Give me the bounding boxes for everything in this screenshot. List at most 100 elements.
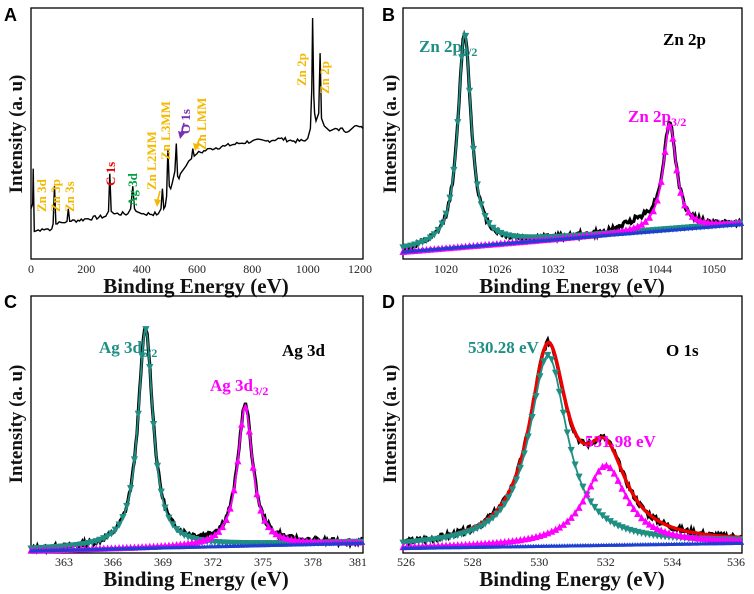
panel-d-peak2-marker <box>555 523 564 531</box>
panel-a-letter: A <box>4 5 17 25</box>
panel-d-peak1-marker <box>548 356 556 364</box>
panel-c-peak2-marker <box>218 522 227 531</box>
annot-zn-3p: Zn 3p <box>48 179 63 212</box>
panel-d-peak2-marker <box>567 513 575 521</box>
panel-b-peak1-marker <box>454 119 462 127</box>
panel-c-peak1-marker <box>104 533 112 541</box>
panel-d-peak2-marker <box>579 497 587 505</box>
panel-c-peak1-marker <box>149 421 158 429</box>
panel-d-peak2-marker <box>645 520 654 528</box>
panel-d-peak2-marker <box>622 492 630 500</box>
annot-zn-2p32: Zn 2p3/2 <box>628 107 686 129</box>
panel-b-peak1-marker <box>465 87 474 95</box>
panel-b-peak2-marker <box>641 217 650 225</box>
panel-d-peak2-marker <box>575 503 583 511</box>
panel-b-xtick: 1026 <box>488 262 512 276</box>
panel-c-peak1-marker <box>142 326 150 334</box>
panel-a-data <box>30 17 364 233</box>
panel-d-peak1-marker <box>489 514 497 522</box>
panel-c-x-ticks: 363 366 369 372 375 378 381 <box>55 555 367 569</box>
panel-b-peak1-marker <box>415 240 423 248</box>
panel-c-peak1-marker <box>165 514 173 522</box>
panel-b-xtick: 1020 <box>434 262 458 276</box>
panel-c: C Ag 3d 363 366 369 372 375 378 381 Bind… <box>4 292 367 591</box>
panel-b: B Zn 2p 1020 1026 1032 1038 1044 1050 Bi… <box>380 5 745 298</box>
annot-zn-l2mm: Zn L2MM <box>144 131 159 190</box>
panel-c-xtick: 369 <box>154 555 172 569</box>
panel-a-xtick: 200 <box>77 262 95 276</box>
panel-b-peak1-marker <box>458 54 466 62</box>
panel-d-peak1-marker <box>477 522 485 531</box>
panel-c-peak2-marker <box>249 463 257 471</box>
panel-d-peak1-marker <box>594 508 603 516</box>
panel-d-peak1-marker <box>591 503 599 512</box>
panel-d-data <box>399 335 745 551</box>
panel-b-peak1-marker <box>493 227 501 236</box>
panel-d-peak1-marker <box>497 506 505 514</box>
panel-d-peak1-marker <box>485 517 493 525</box>
panel-a-ylabel: Intensity (a. u) <box>6 75 27 194</box>
panel-b-peak2-marker <box>661 147 669 155</box>
panel-b-peak2-marker <box>657 177 665 185</box>
annot-zn-2p12: Zn 2p1/2 <box>419 37 477 59</box>
panel-d: D O 1s 526 528 530 532 534 536 Binding E… <box>380 292 745 591</box>
annot-zn-2p-2: Zn 2p <box>317 61 332 94</box>
panel-b-peak1-marker <box>426 234 434 242</box>
panel-b-peak1-marker <box>481 213 489 221</box>
panel-b-peak2-marker <box>692 215 700 223</box>
panel-d-x-ticks: 526 528 530 532 534 536 <box>397 555 745 569</box>
panel-b-peak1-marker <box>469 145 478 154</box>
panel-b-xtick: 1044 <box>648 262 672 276</box>
panel-b-peak2-marker <box>649 207 657 215</box>
panel-d-bg-marker <box>739 540 745 545</box>
arrow-head-zn-lmm <box>193 143 200 151</box>
panel-d-peak1-marker <box>458 530 466 538</box>
panel-d-xtick: 528 <box>464 555 482 569</box>
panel-b-x-ticks: 1020 1026 1032 1038 1044 1050 <box>434 262 726 276</box>
panel-d-peak1-marker <box>520 450 528 458</box>
panel-c-peak2-marker <box>230 486 238 494</box>
panel-d-peak1-marker <box>516 464 524 473</box>
panel-d-xtick: 534 <box>663 555 681 569</box>
panel-d-peak2-marker <box>606 463 614 472</box>
panel-d-peak1-marker <box>508 486 517 494</box>
panel-a-arrows <box>154 122 201 207</box>
panel-d-xlabel: Binding Energy (eV) <box>479 567 665 591</box>
panel-d-peak2-marker <box>638 514 646 522</box>
panel-b-peak2-marker <box>653 196 661 204</box>
panel-b-peak2-marker <box>681 201 689 209</box>
panel-b-peak1-marker <box>422 236 431 245</box>
panel-c-frame <box>30 295 364 554</box>
panel-d-peak1-marker <box>610 520 618 528</box>
panel-d-peak1-marker <box>465 528 474 536</box>
panel-d-peak1-marker <box>481 520 489 528</box>
panel-c-peak2-marker <box>276 532 284 540</box>
panel-d-peak1-marker <box>501 500 509 509</box>
panel-b-peak2-marker <box>684 208 693 216</box>
panel-a-x-ticks: 0 200 400 600 800 1000 1200 <box>28 262 372 276</box>
panel-c-peak2-marker <box>268 527 276 535</box>
panel-d-peak2-marker <box>661 527 669 536</box>
panel-b-frame <box>402 7 743 260</box>
panel-d-xtick: 536 <box>727 555 745 569</box>
annot-zn-lmm: Zn LMM <box>194 98 209 150</box>
panel-c-peak1-marker <box>180 531 188 539</box>
panel-c-xlabel: Binding Energy (eV) <box>103 567 289 591</box>
panel-b-peak1-marker <box>473 181 481 189</box>
panel-b-peak2-marker <box>669 134 677 142</box>
panel-c-peak1-marker <box>169 521 177 529</box>
panel-c-xtick: 381 <box>349 555 367 569</box>
panel-d-peak2-marker <box>649 522 657 530</box>
panel-c-peak1-marker <box>123 502 131 511</box>
panel-d-sum-line <box>402 340 743 544</box>
panel-d-peak2-marker <box>735 536 743 544</box>
panel-a-xlabel: Binding Energy (eV) <box>103 274 289 298</box>
panel-c-peak1-marker <box>153 462 162 470</box>
panel-b-peak2-marker <box>645 213 654 221</box>
panel-d-peak1-marker <box>473 524 481 533</box>
panel-d-xtick: 532 <box>597 555 615 569</box>
panel-c-peak2-line <box>30 405 363 552</box>
panel-d-peak2-marker <box>614 476 622 484</box>
panel-c-peak1-marker <box>130 456 139 464</box>
